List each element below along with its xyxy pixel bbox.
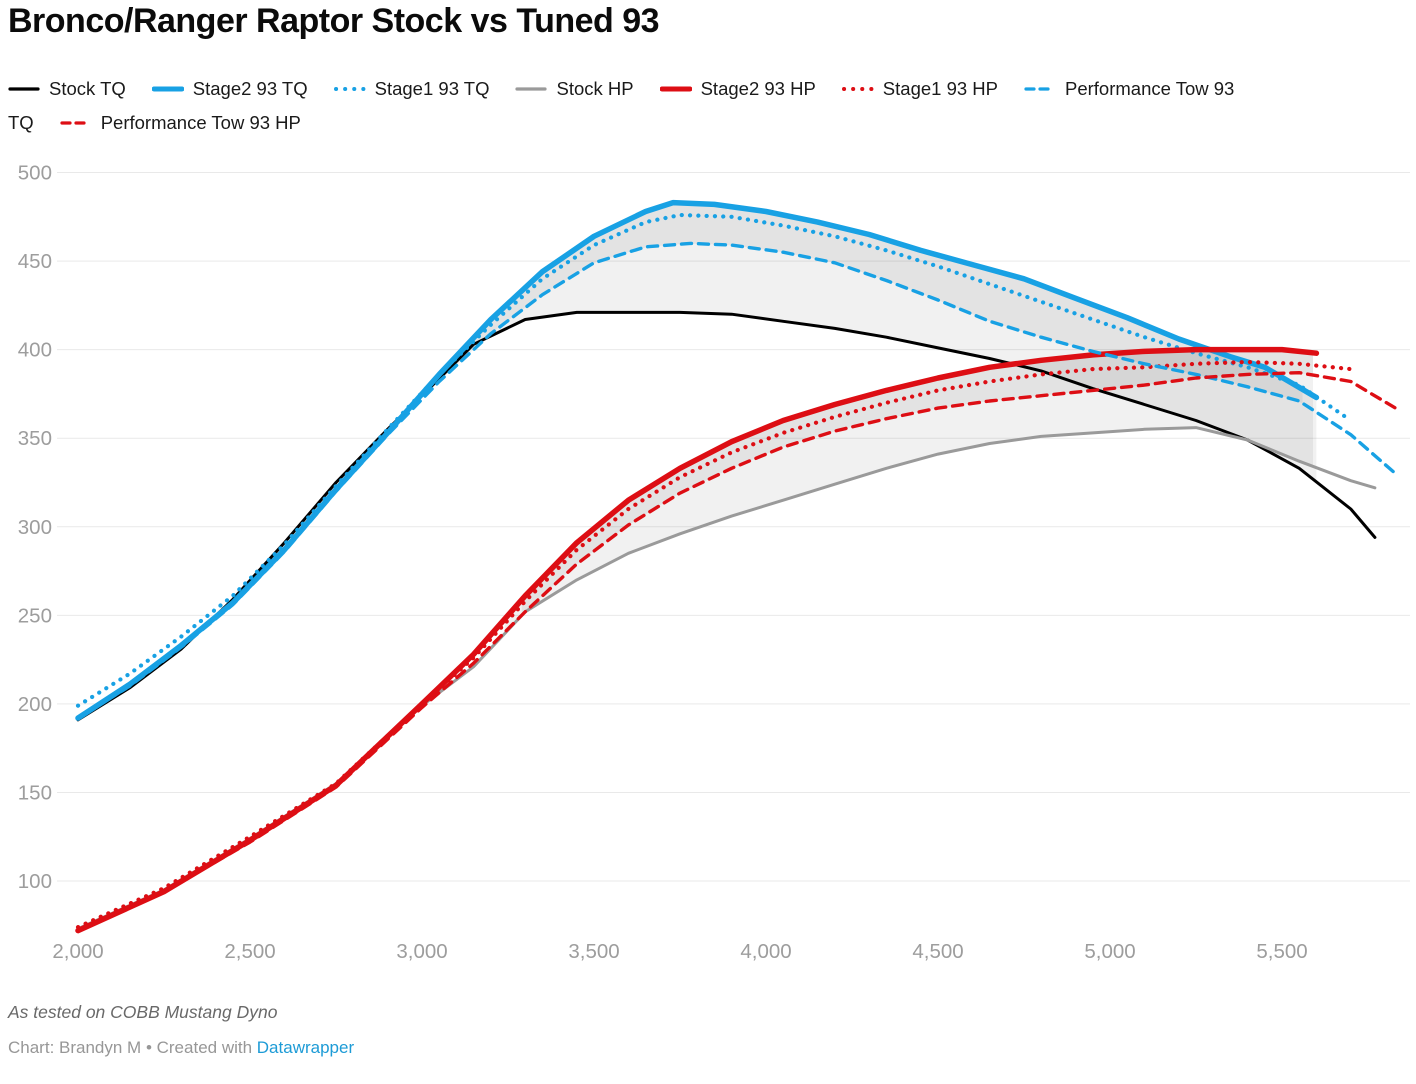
y-tick-label: 450 — [18, 250, 52, 273]
chart-byline: Chart: Brandyn M • Created with Datawrap… — [8, 1038, 354, 1058]
legend-item-label: Stage1 93 TQ — [374, 78, 490, 99]
y-tick-label: 150 — [18, 781, 52, 804]
y-tick-label: 300 — [18, 516, 52, 539]
legend-line-swatch — [515, 87, 548, 91]
legend-row: TQ Performance Tow 93 HP — [8, 106, 1408, 140]
legend-item: Stage2 93 TQ — [151, 78, 308, 100]
legend-item: Performance Tow 93 — [1024, 78, 1234, 100]
legend-line-swatch — [1024, 87, 1056, 91]
delta-shade-area — [442, 203, 1303, 404]
legend-item-label: Stage2 93 HP — [700, 78, 816, 99]
legend-row: Stock TQ Stage2 93 TQ Stage1 93 TQ Stock HP… — [8, 72, 1408, 106]
legend-item-label: Stock HP — [556, 78, 634, 99]
legend-item-label: Stage2 93 TQ — [192, 78, 308, 99]
legend-item: Stage1 93 HP — [841, 78, 998, 100]
y-tick-label: 100 — [18, 870, 52, 893]
legend-item-label: TQ — [8, 112, 34, 133]
legend-item: Stage2 93 HP — [659, 78, 816, 100]
legend-line-swatch — [659, 86, 692, 92]
legend-item: Stage1 93 TQ — [333, 78, 490, 100]
x-tick-label: 2,000 — [52, 940, 103, 963]
legend-item: TQ — [8, 112, 34, 134]
legend-line-swatch — [151, 86, 184, 92]
y-tick-label: 500 — [18, 162, 52, 185]
legend-line-swatch — [333, 87, 366, 91]
byline-text: Chart: Brandyn M • Created with — [8, 1038, 257, 1057]
legend-item-label: Stage1 93 HP — [882, 78, 998, 99]
y-tick-label: 350 — [18, 427, 52, 450]
delta-shade-area — [504, 349, 1314, 634]
x-tick-label: 2,500 — [224, 940, 275, 963]
datawrapper-link[interactable]: Datawrapper — [256, 1038, 355, 1057]
delta-shade-area — [521, 349, 1313, 616]
x-tick-label: 5,000 — [1084, 940, 1135, 963]
legend-line-swatch — [60, 121, 92, 125]
legend-item-label: Performance Tow 93 HP — [100, 112, 301, 133]
x-tick-label: 5,500 — [1256, 940, 1307, 963]
y-tick-label: 200 — [18, 693, 52, 716]
legend-item-label: Performance Tow 93 — [1065, 78, 1235, 99]
delta-shade-area — [422, 202, 1317, 482]
legend-item: Stock HP — [515, 78, 634, 100]
x-tick-label: 4,500 — [912, 940, 963, 963]
legend-line-swatch — [8, 87, 40, 91]
y-tick-label: 400 — [18, 339, 52, 362]
x-tick-label: 3,000 — [396, 940, 447, 963]
legend-line-swatch — [841, 87, 874, 91]
series-line-stage2_hp — [75, 346, 1320, 934]
series-line-perftow_tq — [76, 241, 1398, 720]
chart-legend: Stock TQ Stage2 93 TQ Stage1 93 TQ Stock HP… — [8, 72, 1408, 140]
legend-item: Performance Tow 93 HP — [60, 112, 301, 134]
series-line-stage1_tq — [75, 212, 1353, 708]
x-tick-label: 3,500 — [568, 940, 619, 963]
series-line-perftow_hp — [76, 371, 1398, 933]
x-tick-label: 4,000 — [740, 940, 791, 963]
y-tick-label: 250 — [18, 604, 52, 627]
legend-item: Stock TQ — [8, 78, 126, 100]
chart-note: As tested on COBB Mustang Dyno — [8, 1002, 278, 1022]
legend-item-label: Stock TQ — [49, 78, 126, 99]
chart-title: Bronco/Ranger Raptor Stock vs Tuned 93 — [8, 2, 660, 40]
series-line-stage1_hp — [75, 359, 1353, 930]
